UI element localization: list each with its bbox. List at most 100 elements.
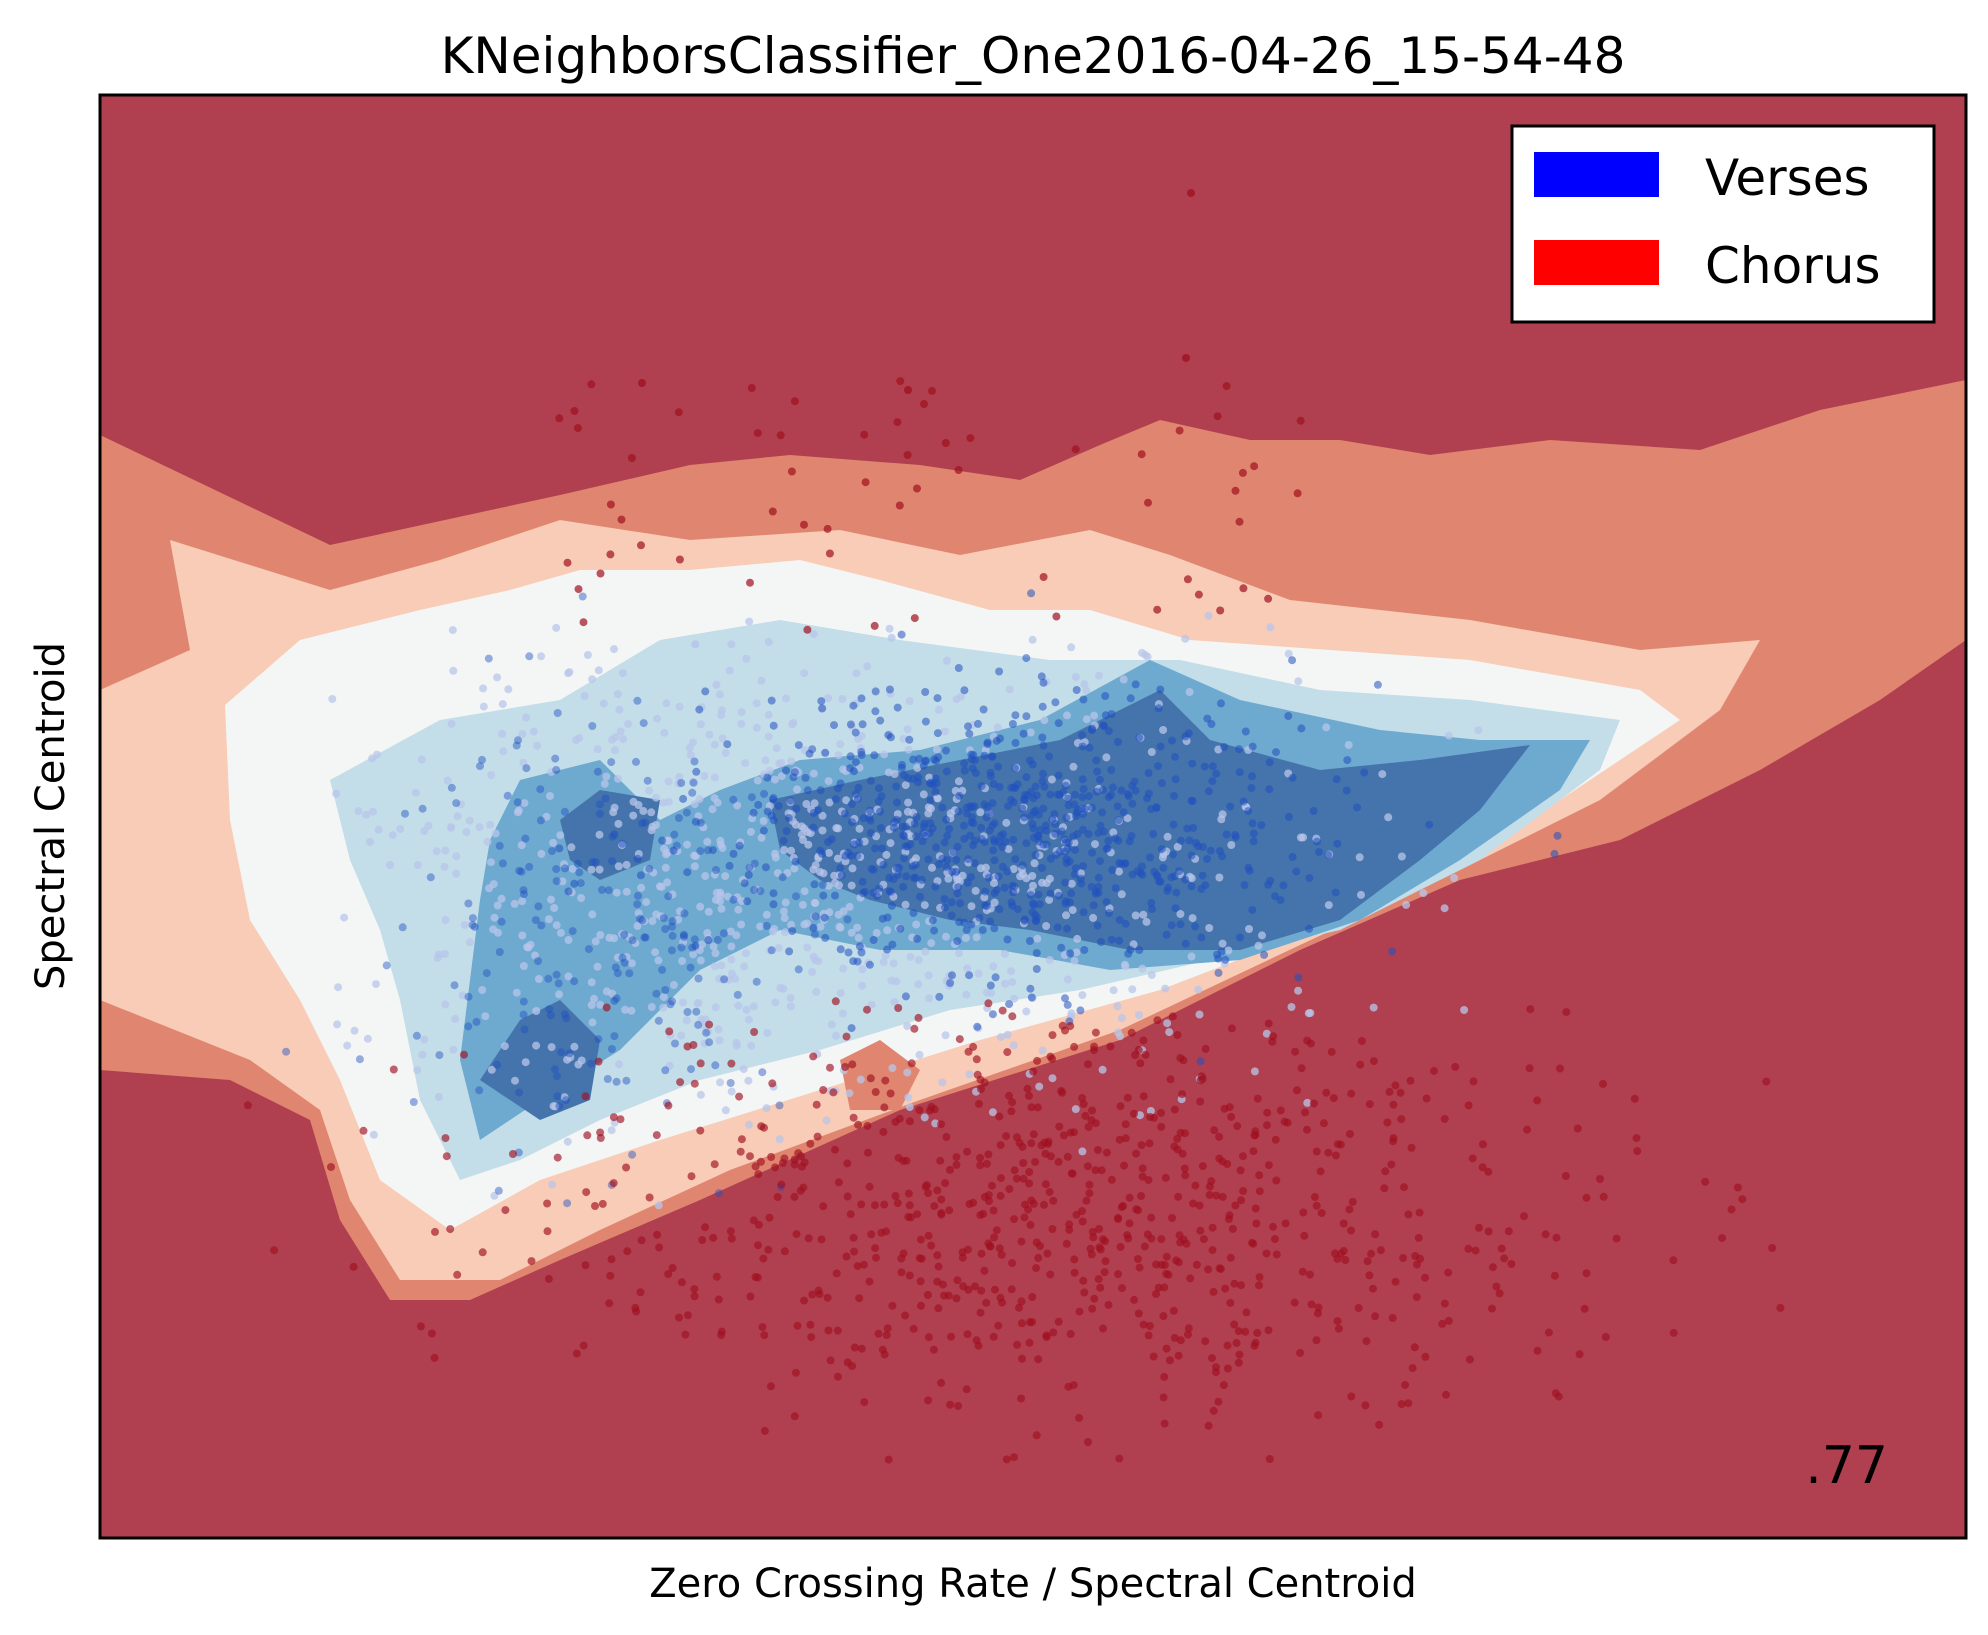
- chorus-point: [891, 1192, 900, 1200]
- verses-point: [605, 933, 614, 942]
- verses-point: [757, 833, 766, 842]
- verses-point: [1224, 946, 1233, 955]
- verses-point: [1008, 720, 1017, 728]
- verses-point: [721, 748, 730, 757]
- verses-point: [899, 882, 908, 891]
- verses-point: [879, 958, 888, 967]
- verses-point: [587, 1059, 595, 1068]
- verses-point: [866, 829, 875, 837]
- chorus-point: [1166, 1075, 1175, 1084]
- chorus-point: [1181, 1171, 1190, 1180]
- chorus-point: [616, 1115, 625, 1124]
- chorus-point: [1208, 1354, 1216, 1363]
- verses-point: [1028, 635, 1037, 644]
- verses-point: [665, 1061, 674, 1070]
- chorus-point: [389, 1065, 398, 1074]
- verses-point: [1460, 1006, 1469, 1014]
- chorus-point: [690, 1079, 699, 1088]
- chorus-point: [942, 1133, 951, 1141]
- chorus-point: [1371, 1312, 1380, 1321]
- verses-point: [1309, 807, 1318, 815]
- chorus-point: [791, 1368, 800, 1377]
- verses-point: [720, 975, 729, 984]
- chorus-point: [1067, 1169, 1076, 1178]
- verses-point: [1342, 786, 1351, 795]
- chorus-point: [1104, 1300, 1113, 1309]
- chorus-point: [1303, 1036, 1312, 1045]
- chorus-point: [1215, 1132, 1224, 1141]
- chorus-point: [1272, 1250, 1281, 1259]
- chorus-point: [886, 1089, 895, 1098]
- chorus-point: [883, 1324, 892, 1333]
- verses-point: [1003, 935, 1012, 944]
- chorus-point: [986, 1242, 994, 1251]
- verses-point: [745, 863, 754, 872]
- chorus-point: [904, 386, 912, 394]
- verses-point: [962, 990, 971, 999]
- chorus-point: [1002, 1132, 1011, 1141]
- verses-point: [590, 994, 598, 1003]
- verses-point: [893, 703, 902, 712]
- chorus-point: [1115, 1135, 1124, 1144]
- verses-point: [1099, 786, 1107, 794]
- chorus-point: [638, 379, 646, 387]
- verses-point: [708, 805, 717, 814]
- verses-point: [705, 730, 714, 739]
- verses-point: [1162, 930, 1171, 939]
- verses-point: [809, 630, 818, 639]
- verses-point: [1294, 677, 1303, 686]
- verses-point: [1117, 1014, 1126, 1022]
- verses-point: [1038, 878, 1046, 887]
- verses-point: [1102, 753, 1111, 762]
- verses-point: [504, 685, 513, 694]
- chorus-point: [1160, 1419, 1169, 1428]
- chorus-point: [1017, 1237, 1026, 1246]
- chorus-point: [927, 1241, 936, 1250]
- verses-point: [979, 705, 988, 714]
- verses-point: [1061, 781, 1070, 790]
- chorus-point: [1141, 1050, 1150, 1059]
- chorus-point: [1738, 1195, 1747, 1204]
- chorus-point: [1173, 1145, 1182, 1154]
- verses-point: [594, 1035, 603, 1044]
- verses-point: [1331, 888, 1340, 897]
- chorus-point: [860, 1398, 869, 1407]
- verses-point: [686, 751, 695, 759]
- chorus-point: [819, 1086, 828, 1094]
- verses-point: [1553, 831, 1562, 840]
- chorus-point: [1096, 1245, 1105, 1254]
- verses-point: [1324, 851, 1333, 859]
- chorus-point: [1369, 1057, 1378, 1066]
- verses-point: [354, 807, 363, 816]
- chorus-point: [453, 1270, 462, 1279]
- chorus-point: [1317, 1209, 1326, 1217]
- verses-point: [1018, 804, 1027, 813]
- chorus-point: [1137, 450, 1146, 459]
- verses-point: [1091, 840, 1099, 849]
- verses-point: [1062, 813, 1071, 822]
- verses-point: [956, 899, 965, 908]
- verses-point: [834, 910, 843, 919]
- verses-point: [822, 1116, 831, 1125]
- verses-point: [629, 797, 638, 806]
- verses-point: [563, 1199, 572, 1208]
- chorus-point: [859, 1260, 868, 1269]
- verses-point: [843, 915, 852, 924]
- verses-point: [865, 806, 874, 815]
- chorus-point: [768, 507, 777, 516]
- chorus-point: [746, 1292, 755, 1301]
- chorus-point: [1339, 1219, 1348, 1228]
- verses-point: [526, 940, 535, 949]
- verses-point: [967, 750, 976, 759]
- verses-point: [871, 844, 879, 853]
- verses-point: [386, 861, 394, 869]
- chorus-point: [1034, 1355, 1043, 1364]
- chorus-point: [901, 1311, 910, 1320]
- verses-point: [942, 767, 951, 776]
- verses-point: [977, 864, 985, 873]
- verses-point: [1167, 921, 1176, 930]
- verses-point: [733, 801, 742, 810]
- verses-point: [549, 1102, 558, 1111]
- verses-point: [853, 851, 862, 860]
- chorus-point: [636, 1288, 645, 1297]
